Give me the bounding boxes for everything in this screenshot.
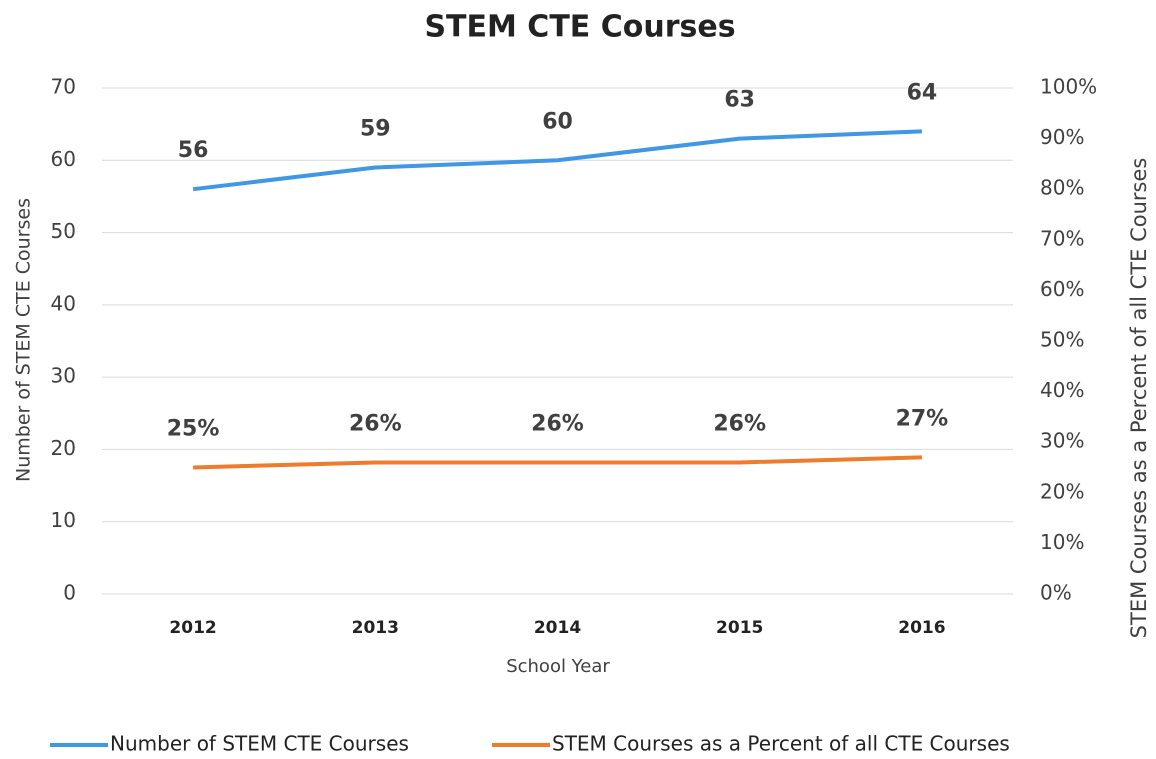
y-tick-label: 20: [51, 436, 76, 460]
y2-axis-label: STEM Courses as a Percent of all CTE Cou…: [1127, 158, 1151, 639]
y2-tick-label: 20%: [1040, 479, 1084, 503]
x-axis-label: School Year: [506, 656, 610, 677]
data-label: 26%: [713, 411, 766, 436]
y2-tick-label: 70%: [1040, 226, 1084, 250]
y-tick-label: 60: [51, 147, 76, 171]
data-label: 59: [360, 117, 391, 142]
legend-label: Number of STEM CTE Courses: [110, 732, 409, 756]
y2-tick-label: 30%: [1040, 429, 1084, 453]
x-tick-label: 2013: [352, 618, 399, 638]
chart-title: STEM CTE Courses: [424, 10, 735, 45]
data-label: 56: [178, 138, 209, 163]
data-label: 25%: [167, 417, 220, 442]
data-line: [193, 455, 922, 470]
y-tick-label: 0: [63, 581, 76, 605]
y2-tick-label: 10%: [1040, 530, 1084, 554]
data-line: [192, 129, 922, 192]
y2-tick-label: 0%: [1040, 581, 1072, 605]
y-tick-label: 70: [51, 75, 76, 99]
y-axis-label: Number of STEM CTE Courses: [13, 198, 35, 482]
x-tick-label: 2015: [716, 618, 763, 638]
data-label: 64: [907, 80, 938, 105]
y-tick-label: 50: [51, 219, 76, 243]
y-tick-label: 10: [51, 508, 76, 532]
y2-tick-label: 100%: [1040, 75, 1097, 99]
data-label: 26%: [531, 411, 584, 436]
y2-tick-label: 50%: [1040, 328, 1084, 352]
y2-tick-label: 40%: [1040, 378, 1084, 402]
legend-label: STEM Courses as a Percent of all CTE Cou…: [552, 732, 1010, 756]
data-label: 60: [542, 109, 573, 134]
data-label: 26%: [349, 411, 402, 436]
y2-tick-label: 90%: [1040, 125, 1084, 149]
y-tick-label: 30: [51, 364, 76, 388]
data-label: 63: [724, 88, 755, 113]
y-tick-label: 40: [51, 291, 76, 315]
x-tick-label: 2016: [898, 618, 945, 638]
y2-tick-label: 80%: [1040, 176, 1084, 200]
x-tick-label: 2014: [534, 618, 581, 638]
data-label: 27%: [896, 406, 949, 431]
y2-tick-label: 60%: [1040, 277, 1084, 301]
x-tick-label: 2012: [169, 618, 216, 638]
